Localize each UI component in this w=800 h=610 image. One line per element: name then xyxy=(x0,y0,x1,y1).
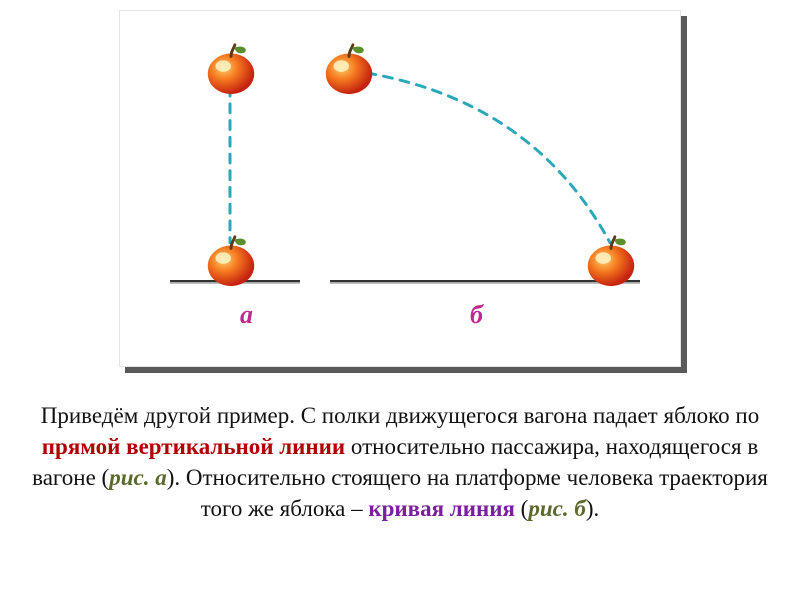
caption-ref-b-prefix: рис. xyxy=(528,496,574,521)
apple-a-bottom xyxy=(202,231,260,289)
sublabel-a: а xyxy=(240,300,253,330)
caption-ref-b-letter: б xyxy=(574,496,585,521)
caption-part: ). xyxy=(586,496,599,521)
apple-b-bottom xyxy=(582,231,640,289)
apple-icon xyxy=(202,231,260,289)
figure-inner: а б xyxy=(160,31,660,346)
caption-ref-a-letter: а xyxy=(155,465,167,490)
caption-purple: кривая линия xyxy=(368,496,515,521)
apple-b-top xyxy=(320,39,378,97)
sublabel-b: б xyxy=(470,300,483,330)
apple-icon xyxy=(582,231,640,289)
caption-ref-a: рис. а xyxy=(109,465,167,490)
caption-ref-b: рис. б xyxy=(528,496,585,521)
caption-red-1: прямой вертикальной линии xyxy=(42,434,345,459)
caption-part: Приведём другой пример. С полки движущег… xyxy=(41,403,760,428)
caption-part: ( xyxy=(515,496,528,521)
apple-a-top xyxy=(202,39,260,97)
figure-panel: а б xyxy=(119,10,681,367)
caption-text: Приведём другой пример. С полки движущег… xyxy=(0,390,800,524)
physics-slide: а б Приведём другой пример. С полки движ… xyxy=(0,10,800,610)
apple-icon xyxy=(320,39,378,97)
caption-ref-a-prefix: рис. xyxy=(109,465,155,490)
trajectory-arc xyxy=(350,70,610,242)
apple-icon xyxy=(202,39,260,97)
